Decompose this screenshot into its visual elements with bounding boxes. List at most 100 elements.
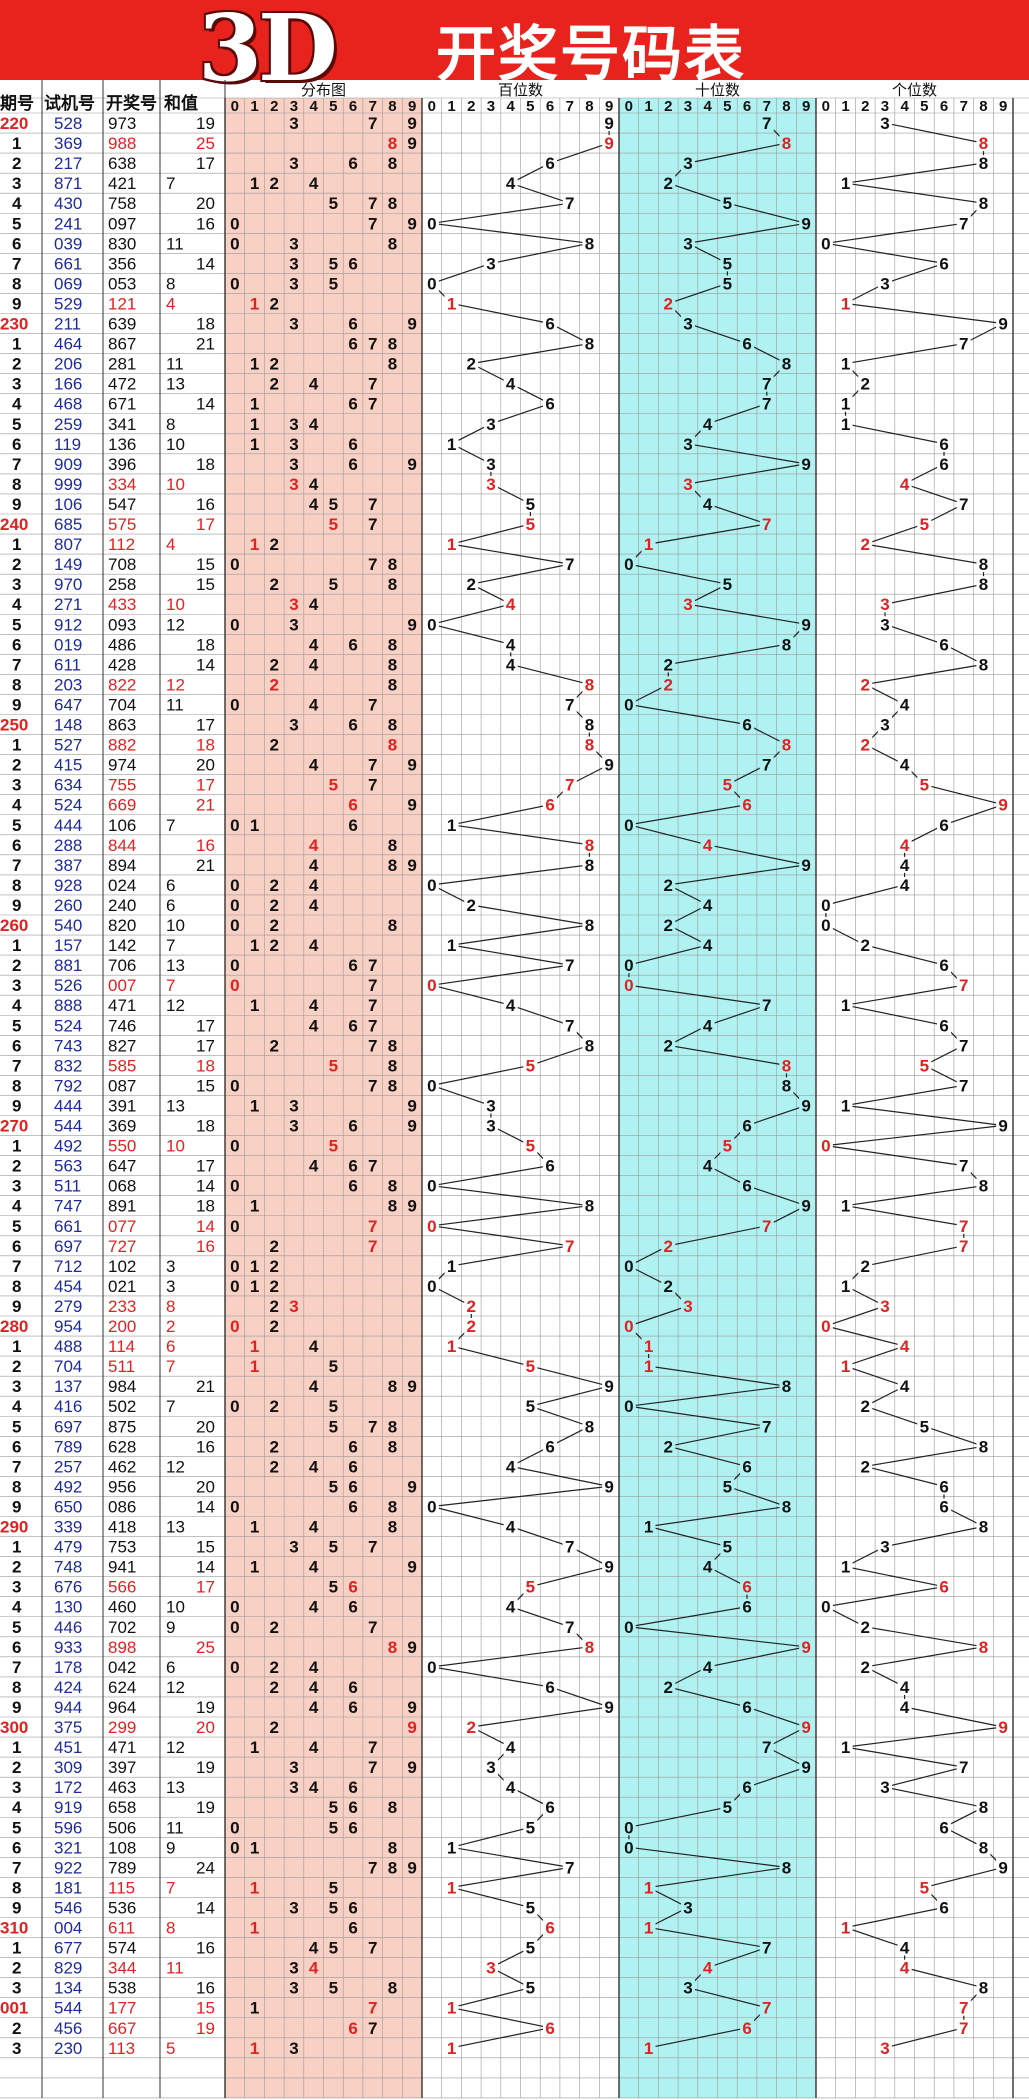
distribution-digit: 2	[270, 1277, 279, 1296]
units-digit: 3	[880, 114, 889, 133]
tens-digit: 0	[624, 956, 633, 975]
hundreds-digit-bg	[582, 235, 597, 252]
units-digit: 7	[959, 1758, 968, 1777]
row-trial-number: 634	[54, 776, 82, 795]
row-trial-number: 166	[54, 375, 82, 394]
units-digit: 4	[900, 756, 910, 775]
row-draw-number: 827	[108, 1036, 136, 1055]
row-period: 3	[12, 976, 21, 995]
row-draw-number: 875	[108, 1417, 136, 1436]
row-sum-value: 10	[166, 475, 185, 494]
units-digit-bg	[858, 937, 873, 954]
row-period: 1	[12, 1137, 21, 1156]
tens-digit: 3	[683, 1979, 692, 1998]
row-trial-number: 130	[54, 1598, 82, 1617]
tens-digit: 5	[723, 1798, 732, 1817]
row-trial-number: 454	[54, 1277, 82, 1296]
row-period: 4	[12, 1197, 22, 1216]
hundreds-digit: 9	[604, 1477, 613, 1496]
hundreds-digit: 1	[447, 1878, 456, 1897]
row-trial-number: 456	[54, 2019, 82, 2038]
row-trial-number: 444	[54, 816, 82, 835]
tens-digit-bg	[720, 195, 735, 212]
hundreds-digit: 2	[467, 1718, 476, 1737]
units-digit-bg	[838, 355, 853, 372]
tens-digit: 6	[742, 1598, 751, 1617]
tens-digit-bg	[759, 1939, 774, 1956]
units-digit-bg	[937, 455, 952, 472]
units-digit-bg	[897, 876, 912, 893]
header-draw: 开奖号	[106, 93, 157, 113]
tens-digit-bg	[799, 1759, 814, 1776]
hundreds-digit-bg	[582, 917, 597, 934]
row-sum-value: 13	[166, 1096, 185, 1115]
units-digit: 2	[861, 936, 870, 955]
row-draw-number: 102	[108, 1257, 136, 1276]
row-period: 7	[12, 1457, 21, 1476]
row-sum-value: 16	[196, 214, 215, 233]
tens-digit: 4	[703, 896, 713, 915]
row-draw-number: 240	[108, 896, 136, 915]
hundreds-digit: 0	[427, 1217, 436, 1236]
distribution-digit: 4	[309, 896, 319, 915]
row-draw-number: 667	[108, 2019, 136, 2038]
tens-digit-bg	[779, 1077, 794, 1094]
tens-digit-bg	[680, 155, 695, 172]
header-distribution-digit: 4	[309, 98, 318, 115]
units-digit-bg	[937, 957, 952, 974]
row-trial-number: 369	[54, 134, 82, 153]
row-sum-value: 18	[196, 1197, 215, 1216]
row-draw-number: 200	[108, 1317, 136, 1336]
row-period: 2	[12, 1758, 21, 1777]
hundreds-digit: 6	[545, 395, 554, 414]
distribution-digit: 0	[230, 976, 239, 995]
units-digit-bg	[976, 1638, 991, 1655]
units-digit: 1	[841, 1738, 850, 1757]
distribution-digit: 4	[309, 996, 319, 1015]
tens-digit-bg	[759, 1739, 774, 1756]
row-trial-number: 241	[54, 214, 82, 233]
units-digit-bg	[956, 977, 971, 994]
units-digit: 8	[979, 555, 988, 574]
tens-digit-bg	[720, 1799, 735, 1816]
tens-digit: 9	[801, 856, 810, 875]
distribution-digit: 7	[368, 194, 377, 213]
hundreds-digit-bg	[562, 957, 577, 974]
distribution-digit: 6	[348, 1157, 357, 1176]
hundreds-digit: 6	[545, 1798, 554, 1817]
units-digit: 9	[998, 315, 1007, 334]
distribution-digit: 2	[270, 1297, 279, 1316]
distribution-digit: 0	[230, 555, 239, 574]
units-digit: 0	[821, 896, 830, 915]
distribution-digit: 8	[388, 856, 397, 875]
row-trial-number: 257	[54, 1457, 82, 1476]
hundreds-digit: 8	[585, 1036, 594, 1055]
distribution-digit: 4	[309, 635, 319, 654]
distribution-digit: 8	[388, 575, 397, 594]
distribution-digit: 1	[250, 996, 259, 1015]
distribution-digit: 9	[407, 1718, 416, 1737]
hundreds-digit-bg	[424, 1498, 439, 1515]
units-digit: 6	[939, 1578, 948, 1597]
tens-digit-bg	[740, 1698, 755, 1715]
distribution-digit: 7	[368, 1999, 377, 2018]
distribution-digit: 4	[309, 1738, 319, 1757]
hundreds-digit: 6	[545, 1157, 554, 1176]
tens-digit: 4	[703, 1959, 713, 1978]
hundreds-digit: 6	[545, 315, 554, 334]
tens-digit-bg	[740, 1598, 755, 1615]
hundreds-digit: 1	[447, 2039, 456, 2058]
tens-digit: 6	[742, 1578, 751, 1597]
units-digit: 5	[920, 1056, 929, 1075]
distribution-digit: 9	[407, 1638, 416, 1657]
row-period: 4	[12, 1798, 22, 1817]
distribution-digit: 0	[230, 1217, 239, 1236]
hundreds-digit: 8	[585, 916, 594, 935]
row-trial-number: 704	[54, 1357, 82, 1376]
distribution-digit: 8	[388, 1858, 397, 1877]
distribution-digit: 6	[348, 435, 357, 454]
row-period: 1	[12, 736, 21, 755]
hundreds-digit-bg	[483, 1117, 498, 1134]
row-sum-value: 11	[166, 355, 184, 374]
tens-digit-bg	[700, 1017, 715, 1034]
